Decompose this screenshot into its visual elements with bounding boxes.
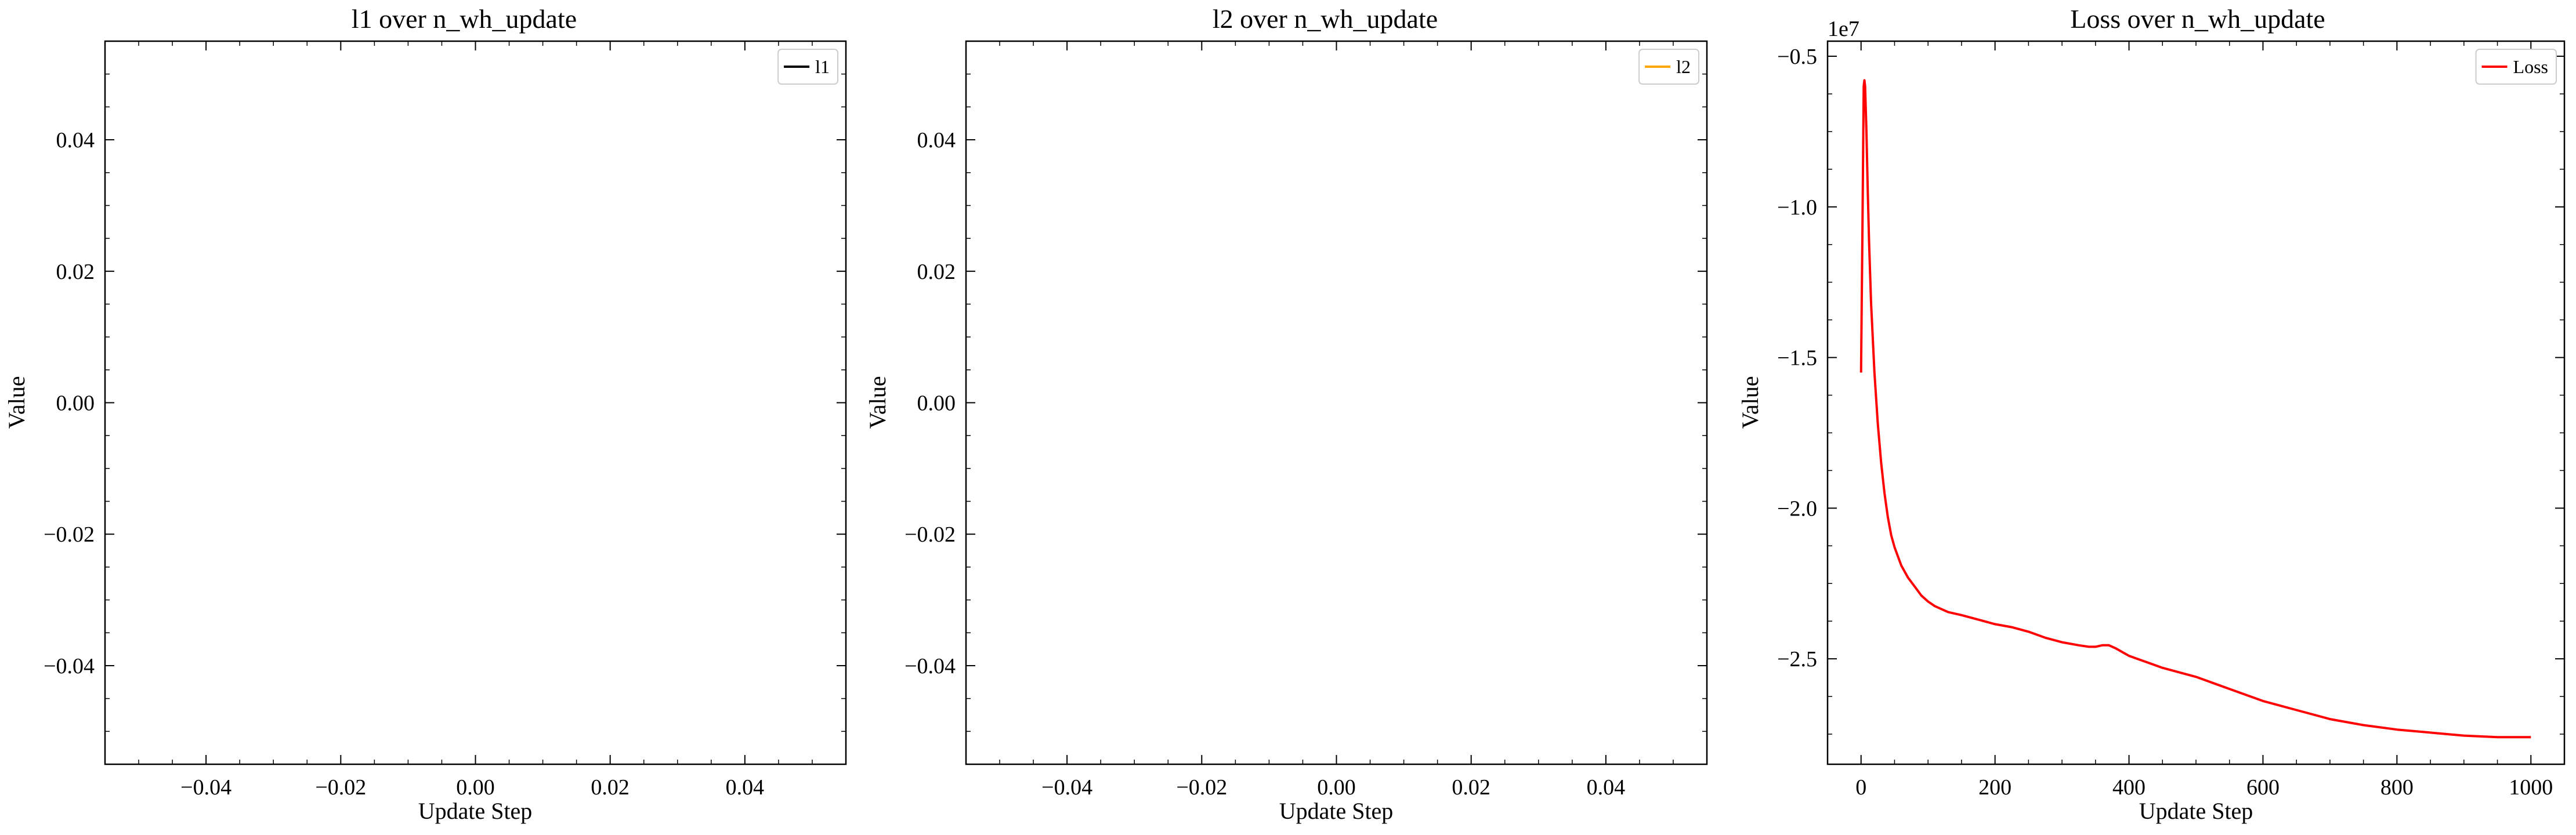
legend-box	[2475, 49, 2557, 85]
plot-frame	[965, 40, 1708, 765]
x-tick-label: −0.02	[1176, 775, 1227, 800]
chart-l1: l1 over n_wh_update −0.04 −0.02 0.00 0.02 0.…	[3, 4, 847, 824]
y-axis-label: Value	[1737, 376, 1763, 429]
y-tick-label: −0.02	[905, 522, 956, 547]
plot-frame	[1826, 40, 2566, 765]
y-axis-label: Value	[3, 376, 30, 429]
x-tick-label: 0	[1855, 775, 1866, 800]
chart-title: l2 over n_wh_update	[1213, 4, 1438, 34]
x-tick-label: −0.02	[315, 775, 366, 800]
x-tick-label: 400	[2112, 775, 2146, 800]
y-tick-label: 0.00	[917, 391, 956, 416]
y-tick-label: −0.5	[1777, 45, 1817, 69]
y-tick-label: 0.00	[56, 391, 95, 416]
x-axis-label: Update Step	[418, 798, 533, 824]
x-tick-label: 0.04	[726, 775, 765, 800]
x-tick-label: 0.00	[1317, 775, 1356, 800]
x-tick-label: 0.00	[456, 775, 495, 800]
legend-label: l1	[815, 56, 830, 77]
offset-text: 1e7	[1828, 17, 1859, 41]
chart-l2: l2 over n_wh_update −0.04 −0.02 0.00 0.02 0.…	[864, 4, 1708, 824]
series-line-loss	[1859, 79, 2531, 739]
x-axis-label: Update Step	[2139, 798, 2253, 824]
x-tick-label: 1000	[2509, 775, 2553, 800]
y-tick-label: −2.0	[1777, 496, 1817, 521]
y-tick-label: 0.02	[917, 260, 956, 284]
y-tick-label: 0.02	[56, 260, 95, 284]
legend-label: Loss	[2513, 56, 2548, 77]
y-tick-label: −2.5	[1777, 647, 1817, 671]
y-tick-label: −1.0	[1777, 195, 1817, 220]
x-axis-label: Update Step	[1279, 798, 1394, 824]
y-tick-label: 0.04	[917, 128, 956, 153]
x-tick-label: 0.02	[591, 775, 629, 800]
plot-frame	[104, 40, 847, 765]
y-tick-label: 0.04	[56, 128, 95, 153]
x-tick-label: −0.04	[1041, 775, 1092, 800]
y-tick-label: −0.04	[905, 654, 956, 678]
x-tick-label: −0.04	[180, 775, 231, 800]
x-tick-label: 600	[2246, 775, 2280, 800]
chart-title: Loss over n_wh_update	[2070, 4, 2325, 34]
x-tick-label: 800	[2380, 775, 2414, 800]
x-tick-label: 0.02	[1452, 775, 1490, 800]
legend-label: l2	[1676, 56, 1691, 77]
chart-loss: Loss over n_wh_update 0 200 400 600 800 1000 −…	[1737, 4, 2566, 824]
y-tick-label: −0.04	[44, 654, 95, 678]
y-axis-label: Value	[864, 376, 891, 429]
x-tick-label: 200	[1978, 775, 2011, 800]
y-tick-label: −1.5	[1777, 346, 1817, 371]
x-tick-label: 0.04	[1587, 775, 1626, 800]
chart-title: l1 over n_wh_update	[352, 4, 577, 34]
y-tick-label: −0.02	[44, 522, 95, 547]
